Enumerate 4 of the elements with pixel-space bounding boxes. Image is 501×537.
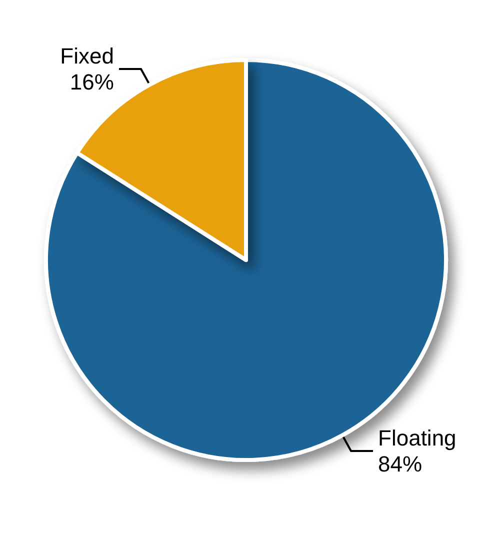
- data-label: 84%: [378, 452, 422, 477]
- slice-label: Floating: [378, 426, 456, 451]
- data-label: 16%: [70, 69, 114, 94]
- slice-label: Fixed: [60, 43, 114, 68]
